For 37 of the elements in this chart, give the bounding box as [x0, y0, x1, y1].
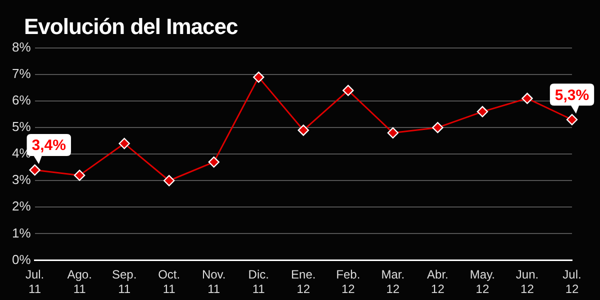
- point: [118, 138, 130, 150]
- x-tick-label: Jun. 12: [516, 268, 539, 296]
- point: [163, 175, 175, 186]
- point: [29, 164, 40, 176]
- y-tick-label: 3%: [12, 172, 32, 188]
- x-tick-label: Feb. 12: [336, 268, 360, 296]
- y-tick-label: 6%: [12, 92, 32, 108]
- y-tick-label: 7%: [12, 66, 32, 82]
- y-tick-label: 1%: [12, 225, 32, 240]
- point: [522, 92, 533, 104]
- point: [208, 156, 220, 168]
- y-tick-label: 0%: [12, 252, 32, 267]
- x-tick-label: Jul. 11: [25, 268, 44, 296]
- x-tick-label: Mar. 12: [381, 268, 405, 296]
- y-tick-label: 8%: [12, 40, 32, 55]
- x-tick-label: Jul. 12: [562, 268, 582, 296]
- y-tick-label: 2%: [12, 198, 32, 214]
- point: [253, 72, 264, 83]
- x-tick-label: Sep. 11: [112, 268, 137, 296]
- x-tick-label: Ago. 11: [67, 268, 92, 296]
- point: [476, 106, 488, 118]
- point: [342, 84, 354, 96]
- chart-title: Evolución del Imacec: [24, 14, 238, 40]
- annotation: 5,3%: [554, 86, 590, 104]
- point: [432, 122, 444, 134]
- x-tick-label: Abr. 12: [427, 268, 448, 296]
- point: [298, 124, 309, 136]
- annotation: 3,4%: [32, 137, 66, 154]
- y-tick-label: 5%: [12, 119, 32, 134]
- point: [566, 114, 578, 126]
- x-tick-label: Nov. 11: [202, 268, 226, 296]
- point: [387, 127, 399, 138]
- point: [74, 170, 86, 181]
- x-tick-label: Ene. 12: [291, 268, 316, 296]
- x-tick-label: Oct. 11: [158, 268, 180, 296]
- x-tick-label: May. 12: [470, 268, 496, 296]
- x-tick-label: Dic. 11: [248, 268, 269, 296]
